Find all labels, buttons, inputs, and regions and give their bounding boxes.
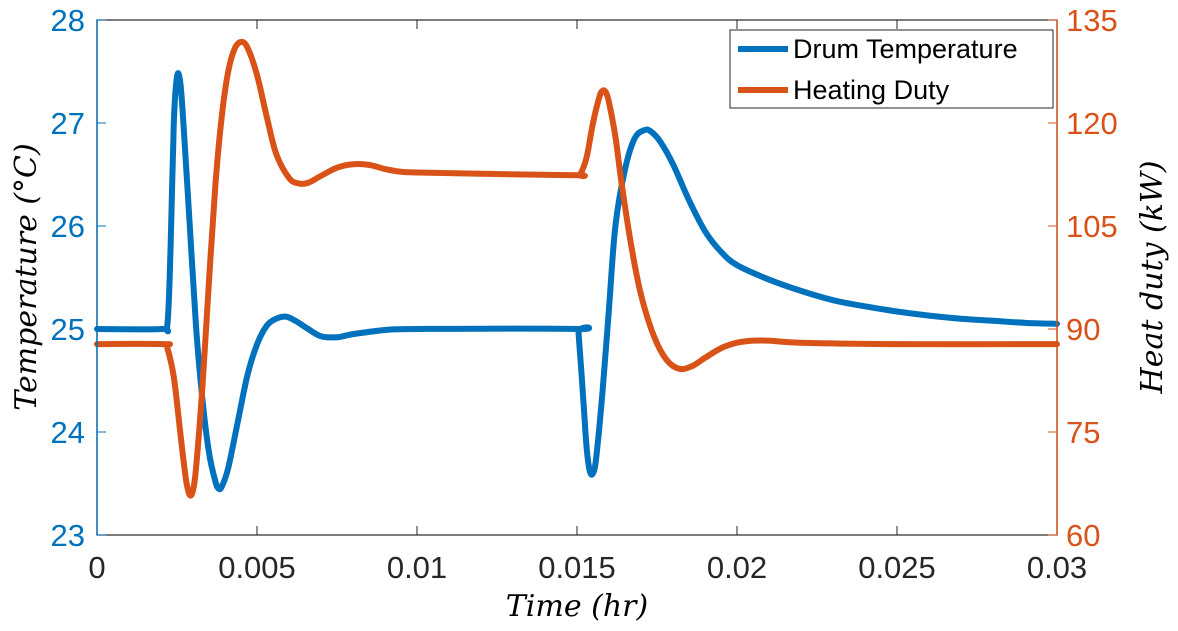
legend-label-drum-temperature: Drum Temperature: [793, 34, 1018, 64]
legend: Drum Temperature Heating Duty: [729, 29, 1054, 109]
y-right-tick-label: 75: [1066, 415, 1100, 450]
y-axis-left-label: Temperature (°C): [9, 143, 44, 410]
x-tick-label: 0.025: [858, 550, 936, 585]
y-axis-right-label: Heat duty (kW): [1135, 161, 1170, 395]
x-tick-label: 0.005: [218, 550, 296, 585]
y-left-tick-label: 25: [51, 312, 85, 347]
x-tick-label: 0.015: [538, 550, 616, 585]
series-line-heating-duty: [94, 38, 1060, 499]
y-right-tick-label: 120: [1066, 106, 1118, 141]
x-tick-label: 0.01: [387, 550, 447, 585]
x-tick-label: 0: [88, 550, 105, 585]
y-left-tick-label: 23: [51, 518, 85, 553]
y-left-tick-label: 26: [51, 209, 85, 244]
y-right-tick-label: 105: [1066, 209, 1118, 244]
series-layer: [94, 38, 1060, 499]
legend-box: [729, 29, 1054, 109]
y-left-tick-label: 24: [51, 415, 85, 450]
tick-labels: 0 0.005 0.01 0.015 0.02 0.025 0.03 23 24 25 26 27 28…: [51, 3, 1118, 585]
y-right-tick-label: 60: [1066, 518, 1100, 553]
series-line-drum-temperature: [94, 70, 1060, 493]
y-right-tick-label: 90: [1066, 312, 1100, 347]
y-right-tick-label: 135: [1066, 3, 1118, 38]
x-tick-label: 0.03: [1027, 550, 1087, 585]
y-left-tick-label: 27: [51, 106, 85, 141]
y-left-tick-label: 28: [51, 3, 85, 38]
x-tick-label: 0.02: [707, 550, 767, 585]
legend-label-heating-duty: Heating Duty: [793, 75, 950, 105]
tick-marks: [96, 19, 1058, 536]
x-axis-label: Time (hr): [506, 589, 648, 624]
